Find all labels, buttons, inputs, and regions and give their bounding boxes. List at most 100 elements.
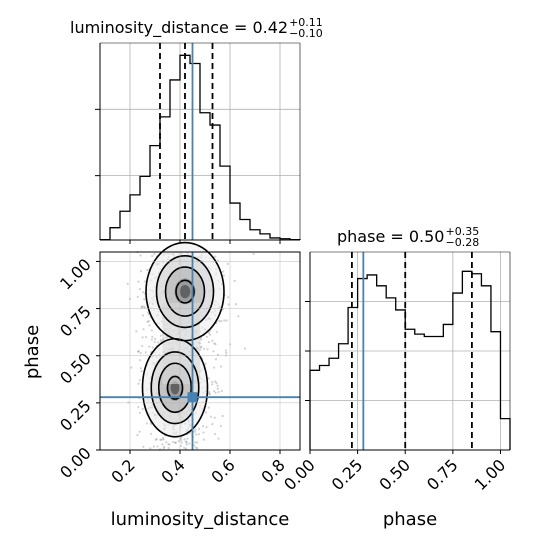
contour-line: [164, 266, 206, 317]
sample-point: [147, 320, 150, 323]
x-tick-label: 1.00: [471, 455, 510, 494]
sample-point: [205, 426, 208, 429]
sample-point: [202, 431, 205, 434]
sample-point: [168, 443, 171, 446]
sample-point: [207, 340, 210, 344]
sample-point: [159, 338, 162, 342]
sample-point: [159, 334, 162, 337]
sample-point: [227, 303, 230, 306]
sample-point: [148, 345, 151, 348]
sample-point: [186, 437, 189, 440]
sample-point: [199, 338, 203, 341]
x-tick-label: 0.6: [207, 455, 238, 486]
sample-point: [162, 447, 165, 450]
sample-point: [167, 446, 170, 450]
sample-point: [162, 436, 165, 439]
sample-point: [226, 296, 230, 299]
sample-point: [127, 401, 130, 404]
sample-point: [194, 441, 197, 444]
sample-point: [135, 330, 138, 333]
sample-point: [221, 270, 225, 273]
sample-point: [205, 335, 208, 338]
luminosity-distance-histogram-step: [99, 54, 301, 241]
truth-marker: [187, 392, 198, 403]
sample-point: [200, 345, 203, 348]
sample-point: [171, 440, 175, 444]
phase-histogram-step: [309, 270, 511, 450]
sample-point: [216, 353, 220, 356]
sample-point: [197, 433, 201, 436]
sample-point: [194, 446, 197, 449]
sample-point: [225, 351, 228, 354]
sample-point: [173, 441, 177, 444]
sample-point: [213, 342, 216, 345]
luminosity-distance-histogram-panel: [95, 42, 301, 244]
y-tick-label: 0.75: [56, 302, 95, 341]
sample-point: [211, 423, 214, 426]
sample-point: [214, 255, 217, 258]
sample-point: [214, 343, 217, 346]
sample-point: [136, 295, 139, 298]
sample-point: [219, 365, 223, 368]
sample-point: [202, 347, 206, 350]
sample-point: [153, 340, 156, 344]
sample-point: [252, 252, 255, 256]
sample-point: [139, 270, 143, 273]
sample-point: [205, 411, 208, 414]
sample-point: [143, 306, 146, 309]
sample-point: [180, 441, 183, 444]
sample-point: [150, 329, 153, 332]
sample-point: [157, 341, 160, 344]
sample-point: [143, 298, 146, 301]
sample-point: [215, 381, 218, 385]
phase-histogram-panel: 0.00 0.25 0.50 0.75 1.00: [280, 251, 511, 494]
sample-point: [185, 443, 188, 446]
luminosity-distance-title: luminosity_distance = 0.42: [70, 18, 288, 38]
sample-point: [142, 291, 145, 294]
sample-point: [193, 430, 196, 433]
sample-point: [136, 434, 139, 437]
sample-point: [207, 331, 211, 335]
sample-point: [142, 328, 145, 331]
sample-point: [223, 319, 226, 322]
x-tick-label: 0.75: [423, 455, 462, 494]
x-axis-label-luminosity-distance: luminosity_distance: [111, 509, 290, 530]
sample-point: [196, 441, 199, 444]
sample-point: [183, 446, 186, 450]
sample-point: [211, 383, 214, 386]
sample-point: [146, 269, 149, 272]
sample-point: [137, 350, 140, 353]
sample-point: [217, 390, 220, 394]
sample-point: [199, 346, 202, 349]
sample-point: [159, 438, 162, 442]
x-tick-label: 0.00: [280, 455, 319, 494]
sample-point: [237, 315, 240, 318]
sample-point: [185, 441, 188, 444]
contour-line: [150, 351, 200, 425]
sample-point: [141, 336, 144, 339]
sample-point: [155, 437, 158, 441]
sample-point: [153, 252, 156, 255]
contour-line: [175, 279, 195, 304]
sample-point: [138, 287, 141, 291]
panel-frame: [99, 251, 301, 451]
sample-point: [137, 280, 140, 283]
sample-point: [139, 367, 142, 370]
luminosity-distance-title-lower-error: −0.10: [289, 27, 323, 40]
sample-point: [209, 415, 213, 418]
contour-line: [166, 375, 184, 400]
sample-point: [138, 411, 142, 414]
sample-point: [208, 390, 211, 394]
sample-point: [216, 387, 219, 390]
sample-point: [214, 380, 217, 383]
sample-point: [208, 333, 212, 336]
sample-point: [148, 324, 151, 327]
sample-point: [195, 433, 198, 436]
sample-point: [130, 366, 133, 369]
sample-point: [222, 274, 225, 277]
contour-lines: [141, 241, 225, 438]
sample-point: [185, 440, 188, 443]
sample-point: [213, 390, 216, 393]
sample-point: [208, 392, 211, 395]
sample-point: [207, 406, 210, 409]
